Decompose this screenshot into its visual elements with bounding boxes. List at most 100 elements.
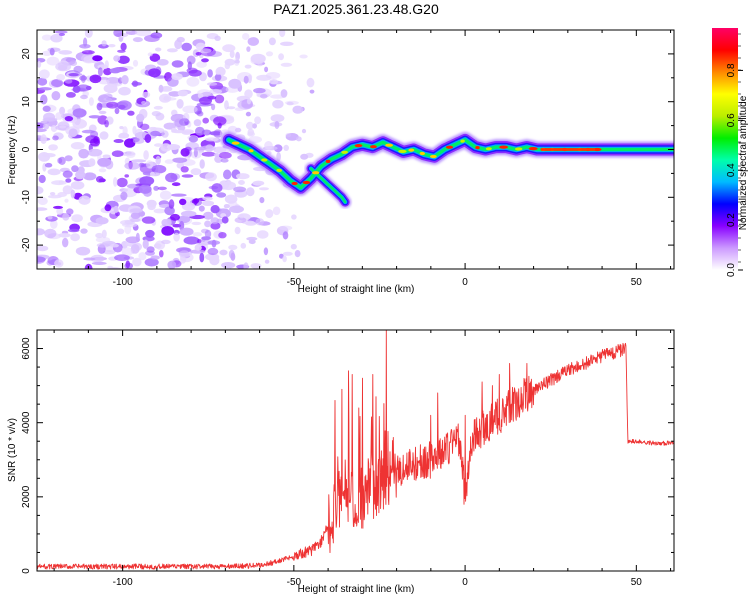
- noise-blob: [201, 58, 209, 63]
- noise-blob: [259, 197, 265, 204]
- noise-blob: [132, 257, 142, 267]
- noise-blob: [58, 33, 65, 36]
- noise-blob: [120, 191, 128, 201]
- noise-blob: [163, 95, 170, 101]
- noise-blob: [64, 155, 73, 162]
- noise-blob: [222, 44, 236, 53]
- noise-blob: [124, 224, 132, 235]
- noise-blob: [214, 35, 221, 41]
- noise-blob: [76, 84, 91, 92]
- noise-blob: [263, 247, 269, 256]
- noise-blob: [157, 186, 167, 191]
- noise-blob: [264, 259, 270, 264]
- noise-blob: [210, 205, 220, 214]
- noise-blob: [89, 74, 102, 84]
- ridge-peak: [430, 154, 437, 159]
- noise-blob: [278, 53, 284, 61]
- y-tick-label: -10: [21, 190, 32, 205]
- noise-blob: [111, 150, 124, 157]
- noise-blob: [196, 61, 207, 68]
- noise-blob: [166, 144, 181, 150]
- noise-blob: [260, 94, 268, 99]
- noise-blob: [151, 111, 161, 117]
- noise-blob: [96, 242, 110, 248]
- snr-line-layer: [37, 330, 674, 570]
- noise-blob: [309, 89, 315, 94]
- noise-blob: [51, 79, 64, 88]
- noise-blob: [291, 214, 297, 220]
- noise-blob: [255, 218, 265, 226]
- noise-blob: [37, 128, 47, 133]
- noise-blob: [37, 186, 44, 195]
- noise-blob: [234, 59, 240, 64]
- ridge-peak: [370, 145, 377, 149]
- noise-blob: [106, 101, 119, 109]
- noise-blob: [121, 75, 129, 85]
- noise-blob: [221, 216, 229, 224]
- noise-blob: [62, 170, 73, 178]
- noise-blob: [50, 219, 58, 229]
- snr-frame: [36, 329, 675, 572]
- noise-blob: [161, 226, 175, 236]
- noise-blob: [190, 168, 202, 176]
- noise-blob: [124, 30, 133, 33]
- noise-blob: [177, 215, 191, 224]
- noise-blob: [179, 220, 185, 231]
- ridge-peak: [231, 141, 240, 145]
- y-tick-label: 6000: [21, 337, 32, 360]
- noise-blob: [218, 232, 227, 239]
- noise-blob: [253, 87, 266, 94]
- ridge-peak: [485, 147, 492, 151]
- noise-blob: [202, 117, 209, 124]
- noise-blob: [171, 129, 186, 134]
- noise-blob: [64, 116, 74, 122]
- colorbar-strip: [712, 28, 738, 270]
- ridge-peak: [341, 150, 348, 154]
- noise-blob: [42, 117, 58, 122]
- noise-blob: [207, 69, 213, 78]
- x-tick-label: 50: [631, 577, 643, 588]
- noise-blob: [246, 98, 252, 105]
- noise-blob: [88, 158, 96, 167]
- noise-blob: [141, 216, 156, 224]
- noise-blob: [203, 211, 214, 220]
- noise-blob: [37, 256, 46, 263]
- noise-blob: [65, 178, 72, 183]
- noise-blob: [197, 93, 204, 99]
- x-tick-label: -100: [113, 577, 133, 588]
- noise-blob: [51, 91, 61, 101]
- noise-blob: [118, 132, 130, 139]
- noise-blob: [61, 237, 69, 248]
- noise-blob: [167, 260, 177, 269]
- noise-blob: [280, 89, 288, 98]
- noise-blob: [139, 176, 155, 186]
- noise-blob: [113, 30, 123, 37]
- snr-y-label: SNR (10 * v/v): [7, 418, 18, 482]
- noise-blob: [213, 116, 227, 126]
- noise-blob: [155, 155, 161, 165]
- ridge-peak: [354, 144, 363, 148]
- noise-blob: [65, 92, 76, 98]
- y-tick-label: 0: [21, 146, 32, 152]
- noise-blob: [37, 228, 45, 236]
- noise-blob: [265, 51, 274, 57]
- spectrogram-noise-layer: [37, 30, 315, 269]
- noise-blob: [147, 52, 153, 57]
- noise-blob: [246, 187, 255, 197]
- noise-blob: [246, 121, 254, 130]
- noise-blob: [282, 251, 293, 256]
- noise-blob: [38, 174, 46, 184]
- noise-blob: [62, 185, 73, 195]
- noise-blob: [80, 94, 88, 100]
- noise-blob: [104, 120, 109, 128]
- noise-blob: [154, 143, 163, 147]
- noise-blob: [48, 144, 58, 151]
- noise-blob: [205, 253, 220, 261]
- ridge-peak: [475, 146, 480, 150]
- noise-blob: [117, 55, 130, 64]
- noise-blob: [165, 172, 178, 183]
- noise-blob: [193, 119, 202, 127]
- spectrogram-x-ticks: -100 -50 0 50: [53, 30, 672, 288]
- noise-blob: [244, 89, 253, 99]
